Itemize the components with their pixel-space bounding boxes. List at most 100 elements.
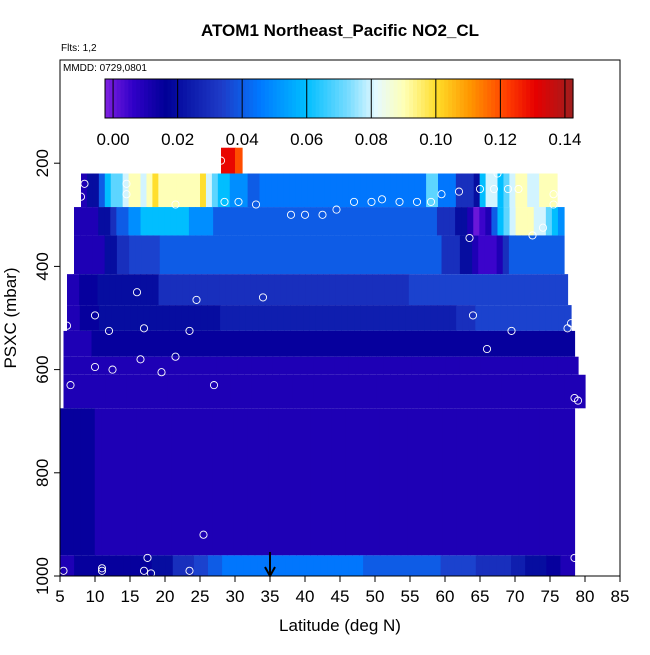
annotation-flights: Flts: 1,2 [61,43,97,54]
heatmap-cell [560,555,569,576]
heatmap-cell [289,173,296,208]
heatmap-cell [261,207,269,236]
heatmap-cell [480,374,489,409]
heatmap-cell [487,374,496,409]
heatmap-cell [268,274,276,306]
colorbar-swatch [268,79,274,118]
heatmap-cell [338,408,346,556]
heatmap-cell [524,274,532,306]
heatmap-cell [393,408,402,556]
heatmap-cell [126,374,134,409]
heatmap-cell [317,274,324,306]
heatmap-cell [164,207,172,236]
colorbar-tick-label: 0.02 [161,130,194,149]
heatmap-cell [195,374,204,409]
colorbar-swatch [276,79,282,118]
heatmap-cell [539,173,546,208]
colorbar-swatch [233,79,239,118]
heatmap-cell [133,356,141,375]
heatmap-cell [366,274,373,306]
heatmap-cell [411,374,419,409]
heatmap-cell [153,235,161,275]
heatmap-cell [468,305,476,331]
heatmap-cell [503,207,511,236]
heatmap-cell [146,356,155,375]
heatmap-cell [271,555,280,576]
heatmap-cell [439,274,447,306]
heatmap-cell [546,408,555,556]
colorbar-swatch [284,79,289,118]
heatmap-cell [126,356,134,375]
heatmap-cell [105,330,114,357]
heatmap-cell [342,173,350,208]
heatmap-cell [508,356,517,375]
heatmap-cell [522,374,530,409]
heatmap-cell [105,356,113,375]
heatmap-cell [156,305,164,331]
heatmap-cell [438,374,447,409]
colorbar-swatch [362,79,367,118]
heatmap-cell [221,235,228,275]
colorbar-swatch [452,79,457,118]
heatmap-cell [313,173,320,208]
heatmap-cell [119,356,127,375]
heatmap-cell [229,173,237,208]
heatmap-cell [73,408,82,556]
heatmap-cell [202,235,210,275]
heatmap-cell [472,235,479,275]
heatmap-cell [153,356,162,375]
heatmap-cell [219,274,227,306]
heatmap-cell [315,207,323,236]
heatmap-cell [484,235,492,275]
heatmap-cell [294,235,302,275]
heatmap-cell [427,274,434,306]
heatmap-cell [327,356,336,375]
heatmap-cell [116,207,123,236]
colorbar-swatch [167,79,172,118]
x-tick-label: 10 [86,587,105,606]
heatmap-cell [310,408,318,556]
heatmap-cell [119,374,127,409]
heatmap-cell [379,305,387,331]
heatmap-cell [285,356,294,375]
heatmap-cell [73,305,81,331]
heatmap-cell [557,235,565,275]
heatmap-cell [144,555,153,576]
observation-point [234,197,243,206]
heatmap-cell [267,207,275,236]
observation-point [549,200,558,209]
heatmap-cell [337,235,345,275]
heatmap-cell [158,207,166,236]
x-axis: 5 10 15 20 25 30 35 40 45 50 55 60 65 70 75 80 85 [55,576,629,606]
heatmap-cell [539,330,548,357]
heatmap-cell [469,274,477,306]
heatmap-cell [84,330,93,357]
observation-point [192,295,201,304]
colorbar-swatch [229,79,235,118]
heatmap-cell [347,305,355,331]
heatmap-cell [526,305,534,331]
heatmap-cell [189,274,196,306]
heatmap-cell [228,147,236,174]
heatmap-cell [264,305,272,331]
heatmap-cell [292,374,301,409]
heatmap-cell [272,356,280,375]
heatmap-cell [521,173,528,208]
observation-point [146,569,156,578]
heatmap-cell [336,330,345,357]
heatmap-cell [245,305,253,331]
colorbar-swatch [420,79,426,118]
heatmap-cell [349,235,357,275]
heatmap-cell [441,330,450,357]
observation-point [482,344,492,354]
colorbar-swatch [136,79,141,118]
colorbar-swatch [491,79,496,118]
heatmap-cell [366,305,374,331]
heatmap-cell [417,305,425,331]
colorbar-swatch [440,79,445,118]
heatmap-cell [470,408,478,556]
heatmap-cell [201,207,208,236]
heatmap-cell [295,173,302,208]
heatmap-cell [220,305,228,331]
colorbar-swatch [159,79,165,118]
